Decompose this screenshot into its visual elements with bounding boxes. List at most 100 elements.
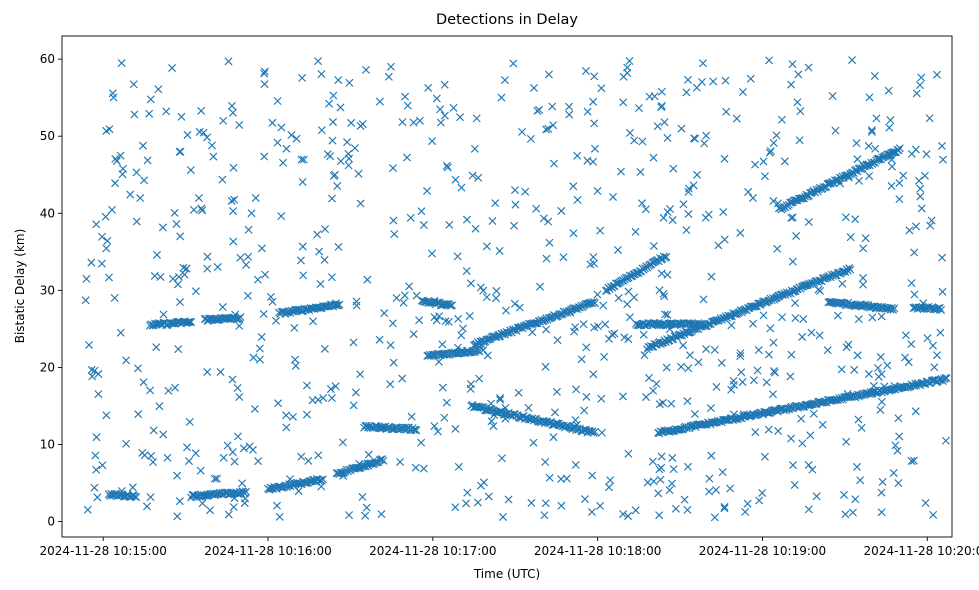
data-point: [432, 94, 441, 103]
data-point: [719, 208, 728, 217]
data-point: [642, 393, 651, 402]
data-point: [81, 296, 90, 305]
data-point: [846, 233, 855, 242]
data-point: [334, 242, 343, 251]
data-point: [101, 212, 110, 221]
data-point: [938, 253, 947, 262]
data-point: [239, 444, 248, 453]
data-point: [376, 455, 385, 464]
data-point: [483, 351, 492, 360]
data-point: [261, 270, 270, 279]
data-point: [401, 423, 410, 432]
data-point: [916, 184, 925, 193]
data-point: [453, 252, 462, 261]
data-point: [702, 131, 711, 140]
data-point: [377, 510, 386, 519]
data-point: [102, 244, 111, 253]
data-point: [304, 456, 313, 465]
data-point: [613, 245, 622, 254]
data-point: [910, 290, 919, 299]
data-point: [625, 313, 634, 322]
data-point: [531, 319, 540, 328]
data-point: [497, 93, 506, 102]
data-point: [175, 497, 184, 506]
data-point: [663, 310, 672, 319]
data-point: [590, 119, 599, 128]
data-point: [887, 181, 896, 191]
data-point: [456, 113, 465, 122]
data-point: [496, 393, 505, 403]
data-point: [874, 372, 883, 381]
data-point: [683, 462, 692, 471]
data-point: [593, 187, 602, 196]
data-point: [130, 110, 139, 119]
data-point: [316, 280, 325, 289]
y-tick-label: 20: [40, 360, 55, 374]
data-point: [273, 501, 282, 510]
data-point: [291, 355, 300, 364]
data-point: [871, 144, 880, 153]
data-point: [438, 340, 447, 349]
data-point: [759, 157, 768, 166]
data-point: [409, 330, 418, 339]
data-point: [110, 293, 119, 303]
data-point: [318, 475, 327, 484]
data-point: [638, 199, 647, 208]
data-point: [93, 493, 102, 502]
data-point: [590, 72, 599, 81]
data-point: [720, 154, 729, 163]
data-point: [550, 408, 559, 417]
data-point: [838, 279, 847, 288]
data-point: [668, 453, 677, 462]
data-point: [198, 499, 207, 508]
data-point: [854, 176, 864, 185]
data-point: [299, 271, 308, 280]
data-point: [297, 155, 306, 164]
y-tick-label: 50: [40, 129, 55, 143]
data-point: [772, 131, 781, 140]
data-point: [653, 122, 662, 131]
data-point: [589, 97, 598, 106]
data-point: [662, 363, 671, 372]
data-point: [901, 353, 910, 362]
data-point: [916, 192, 925, 201]
data-point: [927, 216, 936, 225]
data-point: [761, 298, 770, 307]
data-point: [419, 221, 428, 230]
data-point: [877, 508, 886, 517]
data-point: [524, 403, 533, 412]
data-point: [540, 511, 549, 520]
data-point: [274, 399, 283, 408]
data-point: [777, 115, 786, 124]
data-point: [118, 170, 127, 179]
data-point: [94, 369, 103, 378]
data-point: [92, 220, 101, 229]
data-point: [748, 193, 757, 202]
data-point: [841, 213, 850, 222]
data-point: [751, 160, 760, 169]
data-point: [451, 424, 460, 433]
data-point: [235, 321, 244, 330]
data-point: [343, 138, 352, 147]
data-point: [710, 345, 719, 354]
data-point: [350, 144, 359, 153]
data-point: [557, 206, 566, 215]
data-point: [889, 148, 898, 157]
data-point: [207, 141, 216, 150]
data-point: [500, 76, 509, 85]
data-point: [529, 83, 539, 92]
data-point: [859, 280, 868, 289]
data-point: [183, 130, 192, 139]
data-point: [572, 385, 581, 394]
data-point: [268, 118, 277, 127]
data-point: [482, 242, 491, 251]
data-point: [655, 286, 664, 295]
data-point: [186, 166, 195, 175]
data-point: [921, 498, 930, 508]
data-point: [152, 343, 161, 352]
data-point: [655, 465, 664, 474]
data-point: [765, 148, 774, 157]
data-point: [140, 176, 149, 185]
data-point: [905, 226, 914, 235]
data-point: [427, 249, 437, 258]
